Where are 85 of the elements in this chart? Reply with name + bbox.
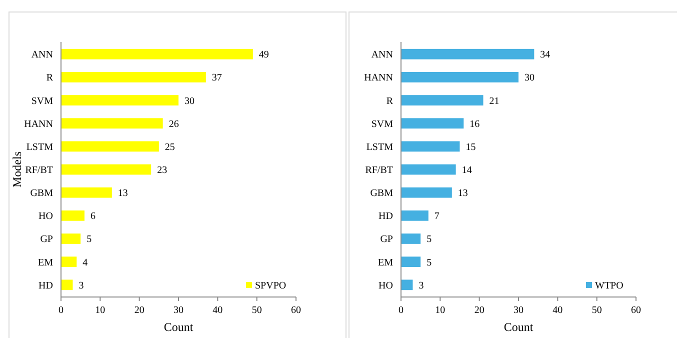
legend-label: SPVPO bbox=[255, 280, 286, 292]
bar bbox=[401, 118, 464, 129]
y-tick-label: GBM bbox=[370, 188, 394, 200]
data-label: 5 bbox=[426, 257, 432, 268]
y-tick-label: HO bbox=[378, 280, 393, 292]
data-label: 13 bbox=[118, 188, 128, 200]
x-tick-label: 0 bbox=[58, 305, 64, 316]
y-tick-label: ANN bbox=[31, 50, 53, 61]
data-label: 26 bbox=[168, 118, 179, 130]
bar bbox=[61, 141, 159, 152]
bar bbox=[401, 280, 413, 290]
bar bbox=[401, 141, 460, 152]
bar bbox=[401, 164, 456, 175]
y-tick-label: R bbox=[386, 96, 394, 107]
x-tick-label: 60 bbox=[291, 305, 301, 316]
y-tick-label: HANN bbox=[24, 118, 53, 130]
y-tick-label: EM bbox=[38, 257, 54, 268]
x-tick-label: 20 bbox=[134, 305, 144, 316]
y-tick-label: SVM bbox=[31, 96, 54, 107]
bar bbox=[61, 234, 81, 244]
x-axis-title: Count bbox=[164, 320, 194, 334]
y-tick-label: RF/BT bbox=[365, 165, 393, 176]
data-label: 4 bbox=[82, 257, 88, 268]
y-tick-label: GP bbox=[380, 234, 394, 246]
data-label: 49 bbox=[258, 50, 269, 61]
data-label: 34 bbox=[540, 50, 550, 61]
y-tick-label: SVM bbox=[371, 118, 394, 130]
data-label: 3 bbox=[418, 280, 424, 292]
bar bbox=[401, 234, 421, 244]
data-label: 30 bbox=[524, 72, 534, 84]
bar bbox=[401, 72, 518, 82]
data-label: 5 bbox=[426, 234, 432, 246]
x-tick-label: 50 bbox=[592, 305, 602, 316]
data-label: 23 bbox=[157, 165, 168, 176]
bar bbox=[401, 95, 484, 106]
bar bbox=[61, 210, 84, 221]
x-tick-label: 30 bbox=[514, 305, 524, 316]
y-tick-label: HANN bbox=[364, 72, 393, 84]
bar bbox=[401, 210, 428, 221]
bar bbox=[401, 48, 534, 60]
x-tick-label: 20 bbox=[474, 305, 484, 316]
y-axis-title: Models bbox=[10, 151, 24, 188]
bar bbox=[61, 95, 178, 106]
bar bbox=[61, 164, 152, 175]
data-label: 25 bbox=[164, 142, 175, 153]
y-tick-label: HD bbox=[378, 211, 393, 222]
bar bbox=[401, 187, 452, 198]
y-tick-label: RF/BT bbox=[25, 165, 53, 176]
y-tick-label: GBM bbox=[30, 188, 54, 200]
y-tick-label: LSTM bbox=[366, 142, 394, 153]
bar bbox=[401, 256, 421, 267]
data-label: 7 bbox=[434, 211, 440, 222]
bar bbox=[61, 48, 253, 60]
x-tick-label: 0 bbox=[398, 305, 404, 316]
y-tick-label: ANN bbox=[371, 50, 393, 61]
data-label: 30 bbox=[184, 96, 194, 107]
y-tick-label: HD bbox=[38, 280, 53, 292]
x-tick-label: 40 bbox=[212, 305, 223, 316]
y-tick-label: HO bbox=[38, 211, 53, 222]
x-tick-label: 40 bbox=[552, 305, 563, 316]
bar bbox=[61, 72, 206, 82]
data-label: 15 bbox=[466, 142, 476, 153]
data-label: 5 bbox=[86, 234, 92, 246]
y-tick-label: R bbox=[46, 72, 54, 84]
data-label: 16 bbox=[470, 118, 480, 130]
data-label: 37 bbox=[212, 72, 222, 84]
x-axis-title: Count bbox=[504, 320, 534, 334]
data-label: 6 bbox=[90, 211, 96, 222]
x-tick-label: 50 bbox=[252, 305, 262, 316]
legend-label: WTPO bbox=[595, 280, 624, 292]
data-label: 14 bbox=[462, 165, 472, 176]
bar bbox=[61, 118, 163, 129]
data-label: 13 bbox=[458, 188, 468, 200]
x-tick-label: 10 bbox=[95, 305, 106, 316]
y-tick-label: GP bbox=[40, 234, 54, 246]
bar bbox=[61, 280, 73, 290]
bar bbox=[61, 187, 112, 198]
x-tick-label: 30 bbox=[174, 305, 184, 316]
bar bbox=[61, 256, 77, 267]
data-label: 21 bbox=[489, 96, 500, 107]
x-tick-label: 10 bbox=[435, 305, 446, 316]
y-tick-label: EM bbox=[378, 257, 394, 268]
y-tick-label: LSTM bbox=[26, 142, 54, 153]
x-tick-label: 60 bbox=[631, 305, 641, 316]
data-label: 3 bbox=[78, 280, 84, 292]
